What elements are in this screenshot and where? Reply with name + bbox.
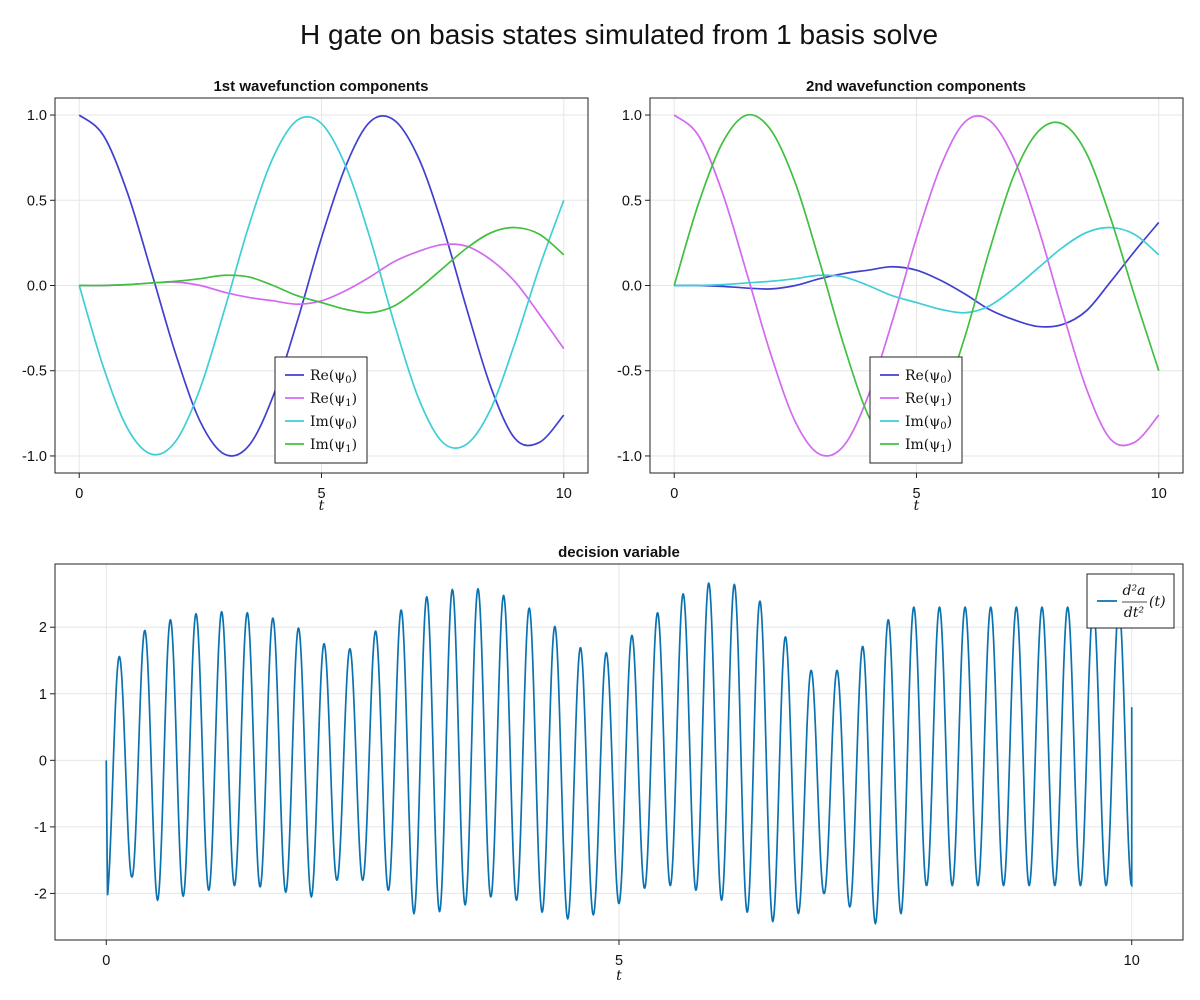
x-tick-label: 10 (1151, 486, 1167, 502)
y-tick-label: 1 (39, 687, 47, 703)
y-tick-label: -1.0 (22, 449, 47, 465)
x-tick-label: 0 (75, 486, 83, 502)
y-tick-label: -1.0 (617, 449, 642, 465)
legend-fraction-denominator: dt² (1124, 605, 1145, 621)
legend-entry-label: Re(ψ1) (310, 391, 357, 409)
x-tick-label: 0 (670, 486, 678, 502)
legend: Re(ψ0) Re(ψ1) Im(ψ0) Im(ψ1) (274, 356, 368, 464)
y-tick-label: 0.5 (622, 193, 642, 209)
legend-fraction-numerator: d²a (1123, 583, 1146, 599)
y-tick-label: 1.0 (27, 108, 47, 124)
series-line-1 (78, 114, 565, 457)
series-line-3 (674, 226, 1160, 314)
legend-entry-label: Re(ψ0) (310, 368, 357, 386)
x-tick-label: 10 (556, 486, 572, 502)
x-axis-label: t (914, 498, 920, 514)
series-line-decision-variable (105, 581, 1133, 925)
y-tick-label: 0.0 (27, 279, 47, 295)
y-tick-label: -0.5 (22, 364, 47, 380)
y-tick-label: 0.0 (622, 279, 642, 295)
panel-decision-variable: decision variable 0 5 10 -2 -1 0 1 2 t d²a dt²(t) (34, 544, 1184, 984)
y-tick-label: -0.5 (617, 364, 642, 380)
legend-entry-label: Im(ψ1) (905, 437, 952, 455)
legend-argument: (t) (1149, 594, 1166, 610)
panel-1st-wavefunction: 1st wavefunction components 0 5 10 -1.0 -0.5… (22, 78, 589, 514)
legend-entry-label: Re(ψ0) (905, 368, 952, 386)
legend: d²a dt²(t) (1086, 573, 1175, 629)
series-line-3 (78, 115, 565, 456)
x-tick-label: 5 (615, 953, 623, 969)
panel-title: 2nd wavefunction components (806, 78, 1026, 95)
series-line-4 (79, 226, 565, 314)
figure-title: H gate on basis states simulated from 1 … (300, 19, 938, 50)
legend-entry-label: Im(ψ0) (310, 414, 357, 432)
x-tick-label: 10 (1124, 953, 1140, 969)
legend-entry-label: Im(ψ0) (905, 414, 952, 432)
x-tick-label: 0 (102, 953, 110, 969)
y-tick-label: -2 (34, 886, 47, 902)
panel-2nd-wavefunction: 2nd wavefunction components 0 5 10 -1.0 -0.5… (617, 78, 1184, 514)
y-tick-label: 1.0 (622, 108, 642, 124)
x-tick-label: 5 (912, 486, 920, 502)
y-tick-label: 0.5 (27, 193, 47, 209)
x-axis-label: t (319, 498, 325, 514)
legend-entry-label: Im(ψ1) (310, 437, 357, 455)
series-line-1 (674, 221, 1160, 328)
legend-entry-label: Re(ψ1) (905, 391, 952, 409)
y-tick-label: -1 (34, 820, 47, 836)
series-line-2 (673, 114, 1160, 457)
y-tick-label: 2 (39, 620, 47, 636)
legend: Re(ψ0) Re(ψ1) Im(ψ0) Im(ψ1) (869, 356, 963, 464)
panel-title: 1st wavefunction components (213, 78, 428, 95)
panel-title: decision variable (558, 544, 680, 561)
x-tick-label: 5 (317, 486, 325, 502)
x-axis-label: t (616, 968, 622, 984)
y-tick-label: 0 (39, 753, 47, 769)
